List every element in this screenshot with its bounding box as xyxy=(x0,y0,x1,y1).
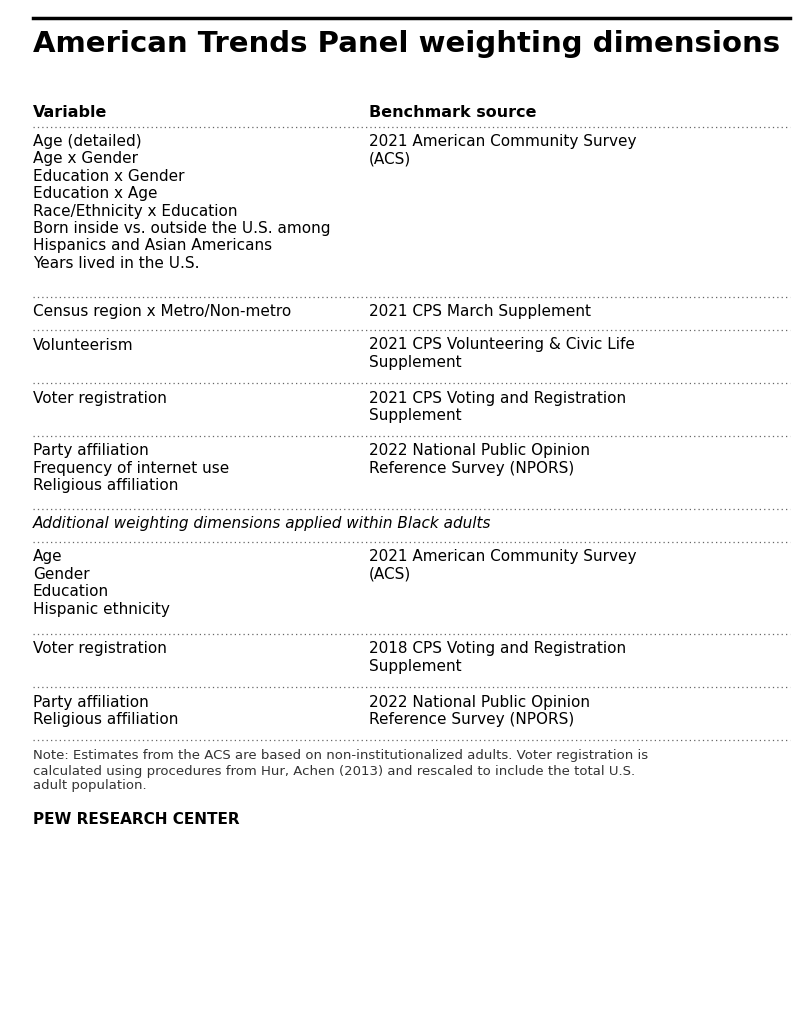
Text: Voter registration: Voter registration xyxy=(33,642,167,656)
Text: Census region x Metro/Non-metro: Census region x Metro/Non-metro xyxy=(33,304,292,319)
Text: PEW RESEARCH CENTER: PEW RESEARCH CENTER xyxy=(33,811,240,827)
Text: Additional weighting dimensions applied within Black adults: Additional weighting dimensions applied … xyxy=(33,516,492,531)
Text: 2018 CPS Voting and Registration
Supplement: 2018 CPS Voting and Registration Supplem… xyxy=(369,642,625,673)
Text: Party affiliation
Frequency of internet use
Religious affiliation: Party affiliation Frequency of internet … xyxy=(33,444,229,494)
Text: 2021 American Community Survey
(ACS): 2021 American Community Survey (ACS) xyxy=(369,134,636,167)
Text: American Trends Panel weighting dimensions: American Trends Panel weighting dimensio… xyxy=(33,30,780,58)
Text: 2021 American Community Survey
(ACS): 2021 American Community Survey (ACS) xyxy=(369,550,636,582)
Text: Age
Gender
Education
Hispanic ethnicity: Age Gender Education Hispanic ethnicity xyxy=(33,550,170,616)
Text: Variable: Variable xyxy=(33,105,108,120)
Text: 2022 National Public Opinion
Reference Survey (NPORS): 2022 National Public Opinion Reference S… xyxy=(369,444,590,476)
Text: Age (detailed)
Age x Gender
Education x Gender
Education x Age
Race/Ethnicity x : Age (detailed) Age x Gender Education x … xyxy=(33,134,330,271)
Text: Voter registration: Voter registration xyxy=(33,390,167,406)
Text: Benchmark source: Benchmark source xyxy=(369,105,536,120)
Text: 2022 National Public Opinion
Reference Survey (NPORS): 2022 National Public Opinion Reference S… xyxy=(369,695,590,727)
Text: 2021 CPS Volunteering & Civic Life
Supplement: 2021 CPS Volunteering & Civic Life Suppl… xyxy=(369,337,634,370)
Text: 2021 CPS Voting and Registration
Supplement: 2021 CPS Voting and Registration Supplem… xyxy=(369,390,625,423)
Text: Volunteerism: Volunteerism xyxy=(33,337,134,353)
Text: Party affiliation
Religious affiliation: Party affiliation Religious affiliation xyxy=(33,695,178,727)
Text: 2021 CPS March Supplement: 2021 CPS March Supplement xyxy=(369,304,590,319)
Text: Note: Estimates from the ACS are based on non-institutionalized adults. Voter re: Note: Estimates from the ACS are based o… xyxy=(33,749,648,792)
